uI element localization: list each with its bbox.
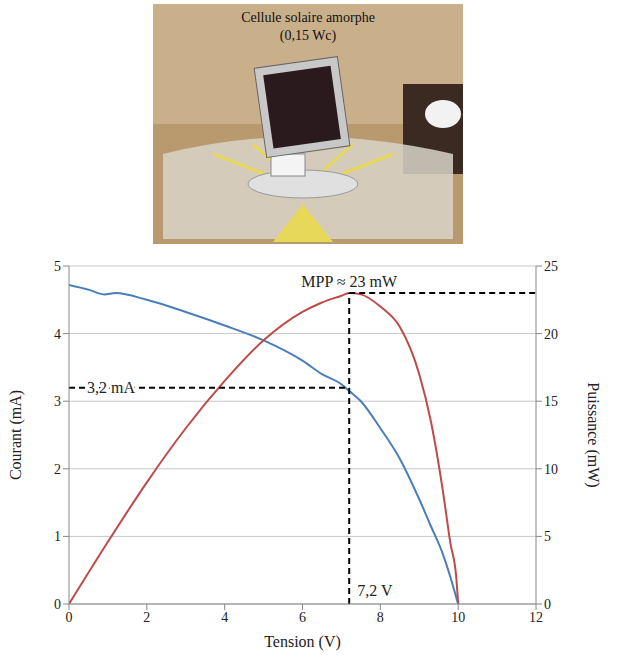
svg-text:20: 20 [544, 327, 558, 342]
svg-text:3: 3 [54, 394, 61, 409]
svg-text:6: 6 [299, 610, 306, 625]
svg-text:8: 8 [377, 610, 384, 625]
svg-text:3,2 mA: 3,2 mA [87, 379, 135, 396]
svg-text:4: 4 [54, 327, 61, 342]
svg-text:MPP ≈ 23 mW: MPP ≈ 23 mW [301, 273, 398, 290]
svg-text:Puissance (mW): Puissance (mW) [584, 382, 602, 487]
svg-text:25: 25 [544, 259, 558, 274]
svg-text:10: 10 [544, 462, 558, 477]
svg-text:5: 5 [544, 529, 551, 544]
svg-text:2: 2 [143, 610, 150, 625]
svg-text:0: 0 [66, 610, 73, 625]
svg-text:4: 4 [221, 610, 228, 625]
svg-text:Cellule solaire amorphe: Cellule solaire amorphe [241, 10, 375, 25]
svg-text:15: 15 [544, 394, 558, 409]
svg-text:10: 10 [451, 610, 465, 625]
svg-text:5: 5 [54, 259, 61, 274]
svg-text:1: 1 [54, 529, 61, 544]
svg-text:12: 12 [529, 610, 543, 625]
svg-text:0: 0 [54, 597, 61, 612]
svg-text:(0,15 Wc): (0,15 Wc) [280, 28, 337, 44]
svg-text:2: 2 [54, 462, 61, 477]
svg-text:Tension (V): Tension (V) [264, 633, 341, 651]
svg-text:7,2 V: 7,2 V [357, 582, 393, 599]
svg-text:0: 0 [544, 597, 551, 612]
svg-text:Courant (mA): Courant (mA) [7, 390, 25, 480]
